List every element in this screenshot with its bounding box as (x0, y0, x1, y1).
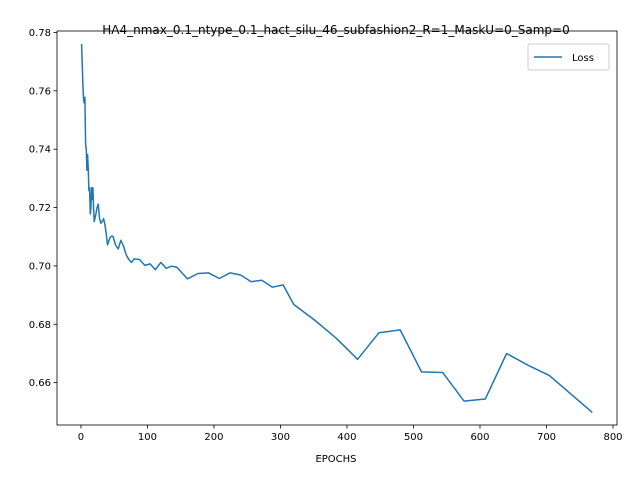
legend-box (527, 43, 610, 71)
x-tick-label: 500 (404, 432, 423, 443)
series-line-loss (80, 43, 593, 413)
x-tick-label: 200 (204, 432, 223, 443)
x-tick-label: 100 (138, 432, 157, 443)
x-tick-label: 600 (470, 432, 489, 443)
x-tick-label: 800 (603, 432, 622, 443)
y-axis-ticks: 0.66 0.68 0.70 0.72 0.74 0.76 0.78 (29, 28, 57, 389)
x-tick-label: 700 (537, 432, 556, 443)
legend-label: Loss (572, 53, 594, 64)
y-tick-label: 0.74 (29, 145, 51, 156)
y-tick-label: 0.70 (29, 261, 51, 272)
y-tick-label: 0.66 (29, 378, 51, 389)
x-axis-ticks: 0 100 200 300 400 500 600 700 800 (78, 425, 623, 443)
series-layer (80, 43, 593, 413)
y-tick-label: 0.72 (29, 203, 51, 214)
x-tick-label: 300 (271, 432, 290, 443)
y-tick-label: 0.68 (29, 320, 51, 331)
plot-area: 0 100 200 300 400 500 600 700 800 0.660.680.700.… (29, 28, 623, 443)
y-tick-label: 0.76 (29, 86, 51, 97)
legend: Loss (527, 43, 610, 71)
y-tick-label: 0.78 (29, 28, 51, 39)
x-tick-label: 400 (337, 432, 356, 443)
plot-frame (56, 30, 618, 426)
x-axis-label: EPOCHS (315, 454, 356, 465)
x-tick-label: 0 (78, 432, 84, 443)
chart-title: HA4_nmax_0.1_ntype_0.1_hact_silu_46_subf… (102, 23, 569, 37)
